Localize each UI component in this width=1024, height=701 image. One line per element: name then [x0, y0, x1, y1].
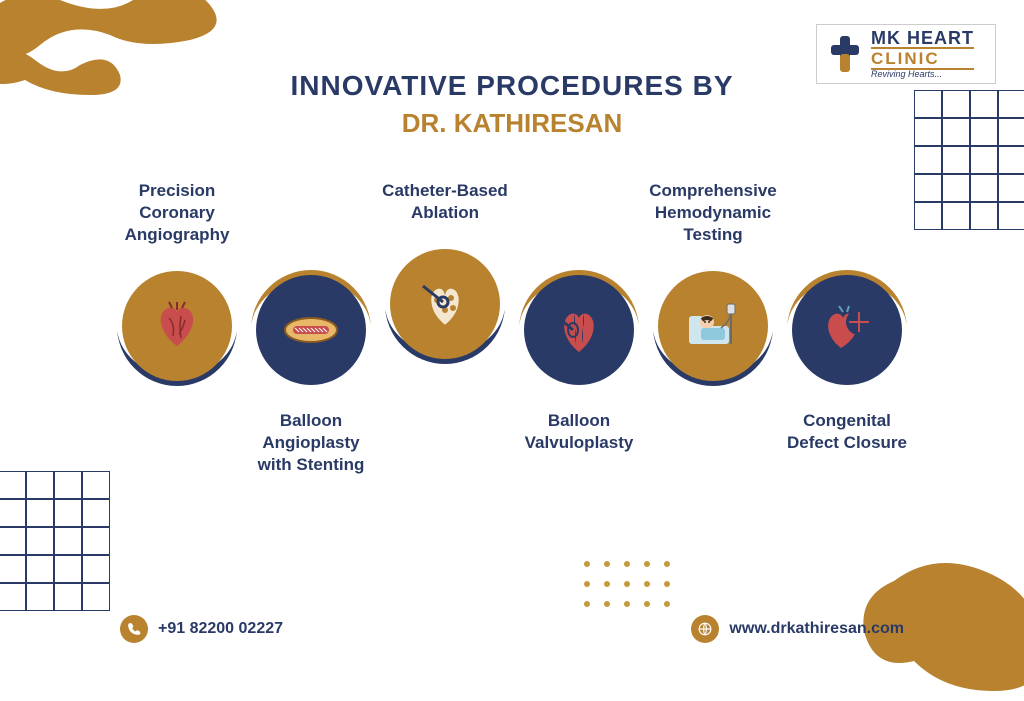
contact-website: www.drkathiresan.com	[691, 615, 904, 643]
heart-valve-icon	[549, 300, 609, 360]
procedure-label: Comprehensive Hemodynamic Testing	[646, 180, 780, 246]
phone-icon	[120, 615, 148, 643]
stent-icon	[281, 300, 341, 360]
procedure-label: Congenital Defect Closure	[787, 410, 907, 454]
procedure-circle	[653, 266, 773, 386]
patient-iv-icon	[683, 296, 743, 356]
title-block: INNOVATIVE PROCEDURES BY DR. KATHIRESAN	[0, 70, 1024, 139]
procedure-item: Catheter-Based Ablation	[378, 180, 512, 364]
ablation-icon	[415, 274, 475, 334]
website-url: www.drkathiresan.com	[729, 620, 904, 638]
procedure-item: Comprehensive Hemodynamic Testing	[646, 180, 780, 386]
procedure-label: Balloon Valvuloplasty	[525, 410, 634, 454]
procedure-item: Congenital Defect Closure	[780, 270, 914, 454]
decor-dots	[584, 561, 674, 611]
logo-mark-icon	[825, 34, 865, 74]
contact-phone: +91 82200 02227	[120, 615, 283, 643]
procedure-item: Balloon Valvuloplasty	[512, 270, 646, 454]
decor-blob-bottom-right	[834, 521, 1024, 701]
procedure-label: Catheter-Based Ablation	[382, 180, 508, 224]
procedure-circle	[519, 270, 639, 390]
procedure-item: Balloon Angioplasty with Stenting	[244, 270, 378, 476]
procedure-circle	[251, 270, 371, 390]
logo-text-line1: MK HEART	[871, 29, 974, 47]
decor-grid-bottom-left	[0, 471, 110, 611]
procedure-label: Precision Coronary Angiography	[110, 180, 244, 246]
procedure-circle	[117, 266, 237, 386]
procedure-label: Balloon Angioplasty with Stenting	[244, 410, 378, 476]
phone-number: +91 82200 02227	[158, 620, 283, 638]
procedures-row: Precision Coronary Angiography Balloon An…	[110, 180, 914, 476]
procedure-circle	[787, 270, 907, 390]
heart-patch-icon	[817, 300, 877, 360]
globe-icon	[691, 615, 719, 643]
title-line1: INNOVATIVE PROCEDURES BY	[0, 70, 1024, 102]
title-line2: DR. KATHIRESAN	[0, 108, 1024, 139]
procedure-item: Precision Coronary Angiography	[110, 180, 244, 386]
logo-text-line2: CLINIC	[871, 47, 974, 70]
procedure-circle	[385, 244, 505, 364]
heart-arteries-icon	[147, 296, 207, 356]
